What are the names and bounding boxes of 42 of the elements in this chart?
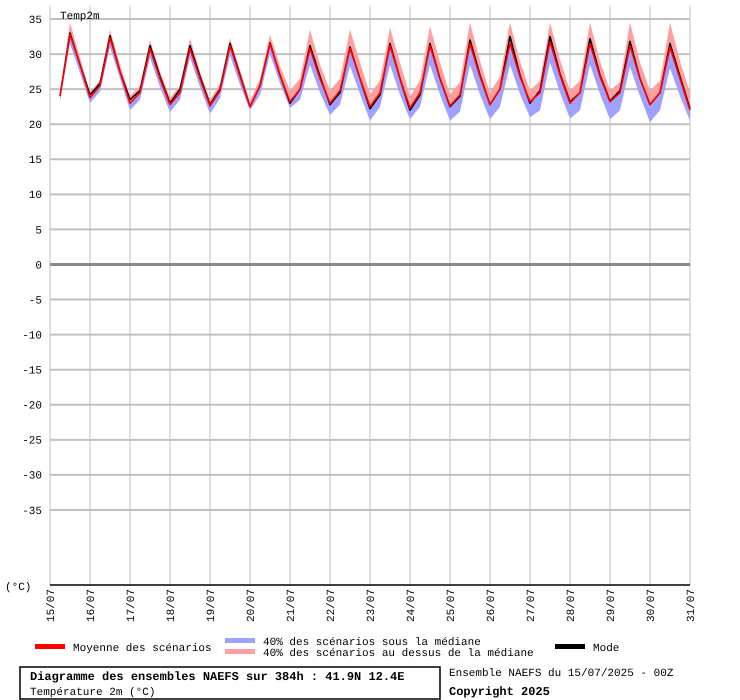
y-tick-label: 25: [28, 85, 42, 98]
text: Copyright 2025: [449, 685, 550, 699]
x-tick-label: 30/07: [646, 589, 658, 622]
x-tick-label: 31/07: [686, 589, 698, 622]
y-tick-label: 0: [35, 260, 42, 272]
x-tick-label: 29/07: [606, 589, 618, 622]
text: Ensemble NAEFS du 15/07/2025 - 00Z: [449, 668, 674, 680]
x-tick-label: 21/07: [286, 589, 298, 622]
annotation: Temp2m: [60, 11, 100, 23]
x-tick-label: 18/07: [166, 589, 178, 622]
text: Température 2m (°C): [30, 687, 156, 699]
y-axis-title: (°C): [5, 582, 32, 594]
y-tick-label: -25: [22, 436, 42, 448]
x-tick-label: 22/07: [326, 589, 338, 622]
x-tick-label: 28/07: [566, 589, 578, 622]
x-tick-label: 16/07: [86, 589, 98, 622]
legend-label: Moyenne des scénarios: [73, 642, 212, 655]
x-tick-label: 15/07: [46, 589, 58, 622]
y-tick-label: 10: [28, 190, 42, 202]
y-tick-label: -20: [22, 400, 42, 413]
y-tick-label: 20: [28, 120, 42, 132]
y-tick-label: -30: [22, 470, 42, 483]
legend-label: Mode: [593, 642, 620, 655]
x-tick-label: 26/07: [486, 589, 498, 622]
x-tick-label: 23/07: [366, 589, 378, 622]
legend-label: 40% des scénarios au dessus de la médiane: [263, 648, 534, 660]
legend-label: 40% des scénarios sous la médiane: [263, 636, 481, 649]
y-tick-label: 5: [35, 225, 42, 238]
x-tick-label: 17/07: [126, 589, 138, 622]
y-tick-label: 30: [28, 50, 42, 62]
y-tick-label: -35: [22, 506, 42, 518]
x-tick-label: 27/07: [526, 589, 538, 622]
text: Diagramme des ensembles NAEFS sur 384h : 41.9N 12.4E: [30, 670, 404, 684]
x-tick-label: 25/07: [446, 589, 458, 622]
y-tick-label: -15: [22, 366, 42, 378]
y-tick-label: 15: [28, 155, 42, 168]
x-tick-label: 24/07: [406, 589, 418, 622]
y-tick-label: 35: [28, 14, 42, 27]
y-tick-label: -5: [28, 295, 42, 308]
x-tick-label: 19/07: [206, 589, 218, 622]
y-tick-label: -10: [22, 330, 42, 342]
x-tick-label: 20/07: [246, 589, 258, 622]
